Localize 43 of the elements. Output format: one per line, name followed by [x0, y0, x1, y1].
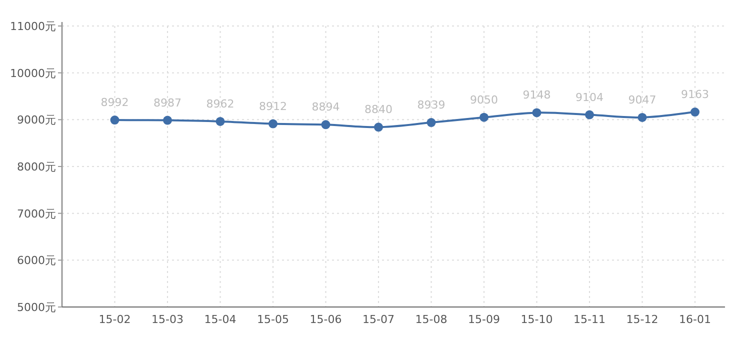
- y-tick-label: 8000元: [17, 160, 56, 174]
- point: [480, 112, 488, 122]
- data-label: 9163: [681, 88, 709, 102]
- point: [638, 112, 647, 122]
- x-tick-label: 15-02: [98, 313, 131, 326]
- point: [532, 108, 542, 118]
- point: [110, 116, 120, 125]
- x-tick-label: 15-09: [468, 313, 500, 326]
- y-tick-label: 9000元: [17, 114, 56, 127]
- data-label: 8840: [364, 103, 392, 116]
- data-label: 8912: [259, 100, 287, 113]
- data-label: 8992: [100, 96, 129, 110]
- point: [374, 122, 383, 132]
- data-label: 8962: [206, 97, 234, 110]
- x-tick-label: 15-04: [204, 313, 236, 326]
- x-tick-label: 15-06: [310, 313, 342, 326]
- x-tick-label: 15-08: [415, 313, 448, 326]
- x-tick-label: 15-11: [574, 313, 606, 326]
- x-tick-label: 15-12: [626, 313, 658, 326]
- x-tick-label: 15-10: [520, 313, 553, 326]
- data-label: 8939: [417, 98, 446, 112]
- x-tick-label: 16-01: [679, 313, 711, 326]
- x-tick-label: 15-07: [362, 313, 394, 326]
- data-label: 9148: [522, 88, 551, 102]
- x-tick-label: 15-05: [257, 313, 289, 326]
- y-tick-label: 6000元: [17, 254, 56, 268]
- data-label: 9047: [628, 93, 656, 106]
- y-tick-label: 11000元: [10, 20, 56, 33]
- point: [690, 108, 700, 117]
- y-tick-label: 10000元: [10, 66, 56, 80]
- data-label: 9104: [576, 90, 604, 104]
- y-tick-label: 5000元: [17, 301, 56, 314]
- y-tick-label: 7000元: [17, 207, 56, 220]
- x-tick-label: 15-03: [152, 313, 184, 326]
- data-label: 8987: [154, 96, 182, 110]
- point: [321, 120, 330, 130]
- point: [216, 116, 225, 126]
- data-label: 9050: [470, 93, 498, 106]
- point: [426, 118, 436, 128]
- data-label: 8894: [312, 100, 340, 114]
- point: [268, 119, 278, 128]
- point: [163, 116, 172, 125]
- point: [585, 110, 594, 120]
